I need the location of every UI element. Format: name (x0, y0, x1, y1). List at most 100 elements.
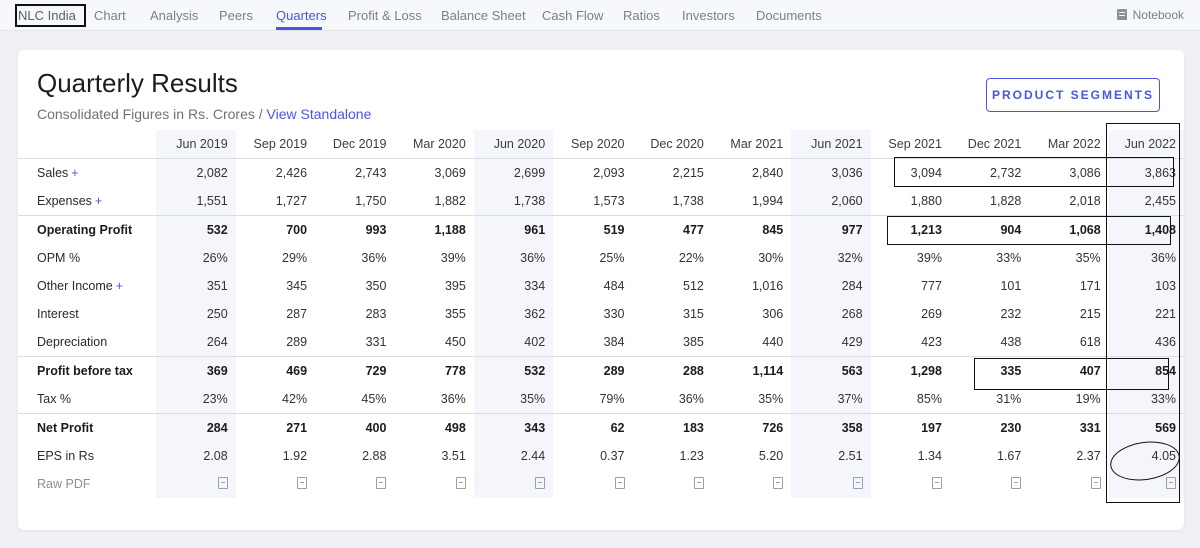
value-cell: 961 (473, 215, 554, 244)
raw-pdf-cell[interactable] (394, 470, 473, 498)
pdf-icon[interactable] (1166, 477, 1176, 489)
nav-cash-flow[interactable]: Cash Flow (542, 8, 604, 23)
value-cell: 334 (473, 272, 554, 300)
pdf-icon[interactable] (376, 477, 387, 489)
raw-pdf-cell[interactable] (1108, 470, 1184, 498)
value-cell: 3,036 (791, 158, 871, 187)
pdf-icon[interactable] (297, 477, 308, 489)
value-cell: 31% (996, 392, 1022, 406)
value-cell: 1,188 (394, 215, 474, 244)
notebook-link[interactable]: Notebook (1116, 8, 1184, 22)
raw-pdf-cell[interactable] (712, 470, 791, 498)
value-cell: 1,994 (751, 194, 784, 208)
value-cell: 306 (762, 307, 784, 321)
period-header: Mar 2021 (730, 137, 784, 151)
value-cell: 264 (156, 328, 236, 357)
row-label[interactable]: Sales + (18, 158, 157, 187)
value-cell: 269 (921, 307, 942, 321)
raw-pdf-cell[interactable] (473, 470, 554, 498)
value-cell: 45% (361, 392, 387, 406)
nav-profit-loss[interactable]: Profit & Loss (348, 8, 422, 23)
nav-ratios[interactable]: Ratios (623, 8, 660, 23)
pdf-icon[interactable] (217, 477, 228, 489)
value-cell: 1,738 (672, 194, 704, 208)
nav-peers[interactable]: Peers (219, 8, 253, 23)
row-label[interactable]: Other Income + (18, 272, 156, 300)
nav-documents[interactable]: Documents (756, 8, 822, 23)
raw-pdf-cell[interactable] (236, 470, 315, 498)
value-cell: 519 (553, 215, 633, 244)
value-cell: 1,068 (1029, 215, 1109, 244)
value-cell: 2,215 (632, 158, 712, 187)
value-cell: 2,018 (1069, 194, 1101, 208)
value-cell: 429 (791, 328, 871, 357)
table-row: Depreciation 264 289 331 450 402 384 385 440 429 4… (18, 328, 1184, 357)
value-cell: 1,727 (275, 194, 308, 208)
value-cell: 440 (762, 335, 784, 349)
period-header: Mar 2022 (1047, 137, 1101, 151)
table-row: EPS in Rs 2.08 1.92 2.88 3.51 2.44 0.37 1.23 5.2… (18, 442, 1184, 470)
pdf-icon[interactable] (773, 477, 784, 489)
value-cell: 618 (1079, 335, 1101, 349)
product-segments-button[interactable]: PRODUCT SEGMENTS (986, 78, 1160, 112)
pdf-icon[interactable] (614, 477, 625, 489)
value-cell: 854 (1108, 356, 1184, 385)
raw-pdf-cell[interactable] (950, 470, 1029, 498)
header-label-cell (18, 130, 156, 159)
raw-pdf-cell[interactable] (633, 470, 712, 498)
view-standalone-link[interactable]: View Standalone (266, 106, 372, 122)
quarterly-results-card: Quarterly Results Consolidated Figures i… (18, 50, 1184, 530)
value-cell: 402 (473, 328, 554, 357)
value-cell: 845 (711, 215, 792, 244)
value-cell: 345 (286, 279, 308, 293)
nav-quarters[interactable]: Quarters (276, 8, 327, 23)
value-cell: 2.88 (362, 449, 387, 463)
raw-pdf-cell[interactable] (1029, 470, 1108, 498)
expand-plus-icon[interactable]: + (94, 194, 103, 208)
value-cell: 1,828 (990, 194, 1022, 208)
row-label[interactable]: Expenses + (18, 187, 156, 216)
period-header: Jun 2022 (1108, 130, 1184, 159)
nav-analysis[interactable]: Analysis (150, 8, 199, 23)
period-header: Dec 2019 (332, 137, 387, 151)
value-cell: 2,840 (711, 158, 792, 187)
pdf-icon[interactable] (1011, 477, 1022, 489)
value-cell: 39% (440, 251, 466, 265)
expand-plus-icon[interactable]: + (115, 279, 124, 293)
value-cell: 36% (473, 244, 554, 272)
nav-balance-sheet[interactable]: Balance Sheet (441, 8, 526, 23)
row-label: Interest (18, 300, 156, 328)
value-cell: 977 (791, 215, 871, 244)
period-header: Sep 2020 (570, 137, 625, 151)
value-cell: 26% (156, 244, 236, 272)
value-cell: 23% (156, 385, 236, 414)
raw-pdf-cell[interactable] (871, 470, 950, 498)
company-name[interactable]: NLC India (18, 8, 76, 23)
value-cell: 450 (444, 335, 466, 349)
value-cell: 351 (156, 272, 236, 300)
pdf-icon[interactable] (931, 477, 942, 489)
nav-chart[interactable]: Chart (94, 8, 126, 23)
value-cell: 3,086 (1029, 158, 1109, 187)
table-header-row: Jun 2019 Sep 2019 Dec 2019 Mar 2020 Jun 2020… (18, 130, 1184, 159)
raw-pdf-cell[interactable] (553, 470, 632, 498)
pdf-icon[interactable] (693, 477, 704, 489)
value-cell: 1,016 (751, 279, 784, 293)
row-label: Tax % (18, 385, 156, 414)
value-cell: 289 (286, 335, 308, 349)
value-cell: 230 (949, 413, 1030, 442)
row-label: Profit before tax (18, 356, 157, 385)
raw-pdf-cell[interactable] (791, 470, 871, 498)
notebook-label: Notebook (1132, 8, 1184, 22)
value-cell: 25% (599, 251, 625, 265)
value-cell: 29% (282, 251, 308, 265)
nav-investors[interactable]: Investors (682, 8, 735, 23)
pdf-icon[interactable] (1090, 477, 1101, 489)
section-title: Quarterly Results (37, 68, 238, 98)
pdf-icon[interactable] (455, 477, 466, 489)
pdf-icon[interactable] (852, 477, 863, 489)
raw-pdf-cell[interactable] (156, 470, 236, 498)
raw-pdf-cell[interactable] (315, 470, 394, 498)
expand-plus-icon[interactable]: + (71, 166, 79, 180)
pdf-icon[interactable] (535, 477, 546, 489)
